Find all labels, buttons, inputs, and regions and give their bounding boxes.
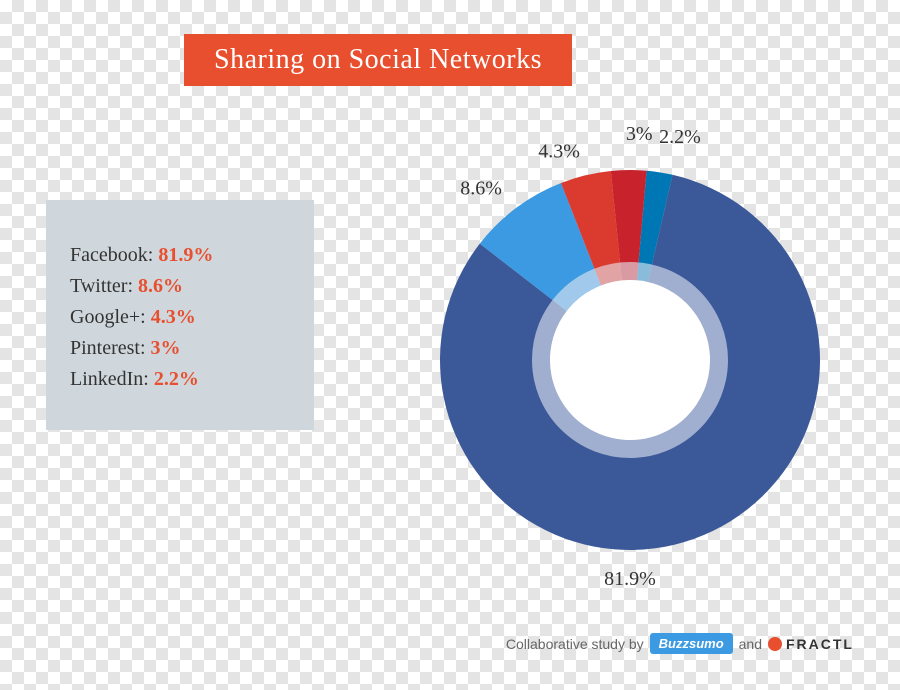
legend-item-value: 3% <box>151 337 181 359</box>
legend-item-value: 4.3% <box>151 306 196 328</box>
infographic-content: Sharing on Social Networks Facebook: 81.… <box>0 0 900 690</box>
legend-item-value: 8.6% <box>138 275 183 297</box>
legend-item-label: Facebook: <box>70 244 158 266</box>
legend-item-label: Google+: <box>70 306 151 328</box>
legend-item-label: Pinterest: <box>70 337 151 359</box>
donut-svg <box>420 150 840 570</box>
legend-item-value: 2.2% <box>154 368 199 390</box>
fractl-dot-icon <box>768 637 782 651</box>
slice-label-linkedin: 2.2% <box>659 126 701 149</box>
fractl-logo: FRACTL <box>768 636 854 652</box>
legend-item-value: 81.9% <box>158 244 213 266</box>
slice-label-facebook: 81.9% <box>604 568 656 591</box>
legend-item: Google+: 4.3% <box>70 302 290 333</box>
legend-item-label: Twitter: <box>70 275 138 297</box>
legend-item-label: LinkedIn: <box>70 368 154 390</box>
buzzsumo-logo: Buzzsumo <box>650 633 733 654</box>
legend-box: Facebook: 81.9%Twitter: 8.6%Google+: 4.3… <box>46 200 314 430</box>
slice-label-google+: 4.3% <box>538 140 580 163</box>
legend-item: Pinterest: 3% <box>70 333 290 364</box>
attribution-line: Collaborative study by Buzzsumo and FRAC… <box>506 633 854 654</box>
slice-label-twitter: 8.6% <box>460 177 502 200</box>
attribution-prefix: Collaborative study by <box>506 636 644 652</box>
legend-item: LinkedIn: 2.2% <box>70 364 290 395</box>
legend-item: Facebook: 81.9% <box>70 240 290 271</box>
legend-item: Twitter: 8.6% <box>70 271 290 302</box>
donut-center <box>550 280 710 440</box>
donut-chart: 2.2%81.9%8.6%4.3%3% <box>420 150 840 570</box>
slice-label-pinterest: 3% <box>626 123 653 146</box>
attribution-joiner: and <box>739 636 762 652</box>
fractl-text: FRACTL <box>786 636 854 652</box>
chart-title: Sharing on Social Networks <box>184 34 572 86</box>
